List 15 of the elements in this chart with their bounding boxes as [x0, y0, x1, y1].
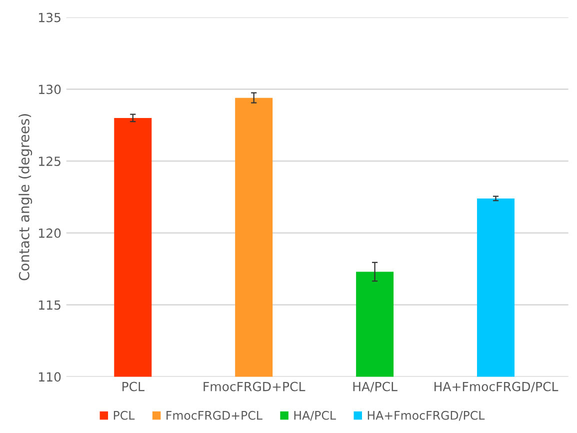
- x-tick-label: PCL: [122, 382, 144, 392]
- y-tick-label: 120: [39, 228, 61, 238]
- x-tick-label: HA/PCL: [353, 382, 398, 392]
- legend-label: HA+FmocFRGD/PCL: [368, 410, 485, 421]
- x-tick-label: HA+FmocFRGD/PCL: [434, 382, 558, 392]
- y-tick-label: 130: [39, 84, 61, 94]
- y-tick-label: 110: [39, 372, 61, 382]
- y-tick-label: 135: [39, 12, 60, 22]
- y-tick-label: 125: [39, 156, 60, 166]
- legend-label: PCL: [114, 410, 135, 420]
- x-tick-label: FmocFRGD+PCL: [204, 382, 306, 392]
- y-axis-title: Contact angle (degrees): [18, 114, 32, 280]
- legend-label: FmocFRGD+PCL: [166, 410, 262, 420]
- legend-label: HA/PCL: [294, 410, 336, 421]
- y-tick-label: 115: [39, 300, 60, 310]
